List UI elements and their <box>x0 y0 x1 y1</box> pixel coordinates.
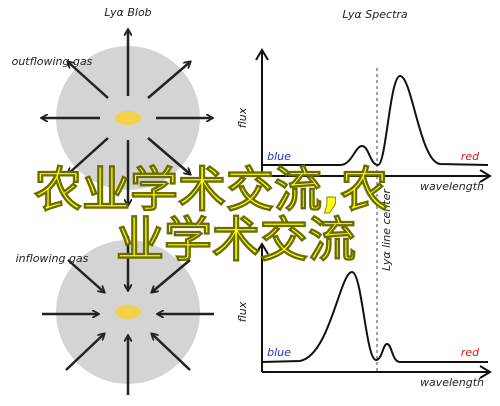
flux-label-bottom: flux <box>236 301 249 322</box>
red-label-top: red <box>461 150 480 163</box>
inflow-label: inflowing gas <box>16 252 89 265</box>
overlay-line: 业学术交流 <box>116 212 356 268</box>
spectrum-bottom-axes <box>255 242 492 379</box>
outflow-label: outflowing gas <box>12 55 93 68</box>
blue-label-top: blue <box>267 150 291 163</box>
wavelength-label-top: wavelength <box>420 180 484 193</box>
outflow-arrows <box>42 30 212 205</box>
line-center-label: Lyα line center <box>380 188 393 271</box>
blue-label-bottom: blue <box>267 346 291 359</box>
red-label-bottom: red <box>461 346 480 359</box>
galaxy-bottom <box>115 305 141 319</box>
wavelength-label-bottom: wavelength <box>420 376 484 389</box>
spectrum-bottom <box>261 270 488 363</box>
galaxy-top <box>115 111 141 125</box>
right-title: Lyα Spectra <box>342 8 408 21</box>
spectrum-top <box>262 74 489 167</box>
left-title: Lyα Blob <box>104 6 151 19</box>
inflow-arrows <box>42 236 214 395</box>
flux-label-top: flux <box>236 107 249 128</box>
overlay-line: 农业学术交流,农 <box>34 162 388 218</box>
spectrum-top-axes <box>255 48 492 183</box>
